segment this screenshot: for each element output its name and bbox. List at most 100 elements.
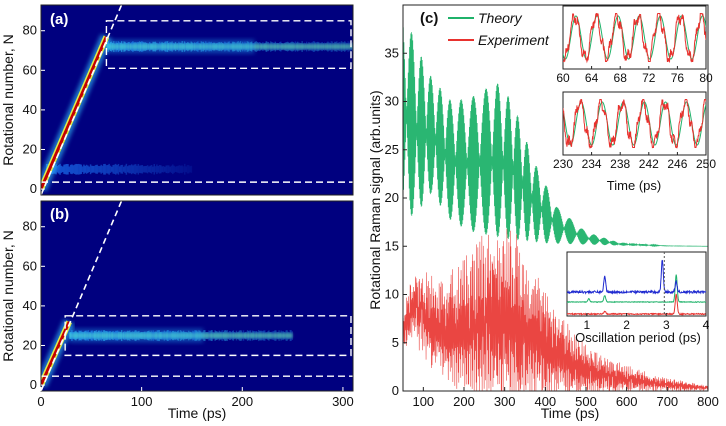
heatmap-a-data <box>41 5 353 195</box>
inset-x-tick-label: 230 <box>553 157 573 171</box>
heatmap-secondary-cell <box>149 165 152 173</box>
y-tick-label: 60 <box>23 62 37 77</box>
inset-x-tick-label: 1 <box>584 318 591 332</box>
inset-2-xlabel: Time (ps) <box>607 178 661 193</box>
spectrum-blue-line <box>567 259 706 295</box>
panel-a: (a) 0 20 40 60 80 Rotational number, N <box>0 4 354 196</box>
spectrum-red-line <box>567 293 706 316</box>
heatmap-secondary-cell <box>93 165 96 173</box>
inset-1-lines <box>563 12 706 64</box>
heatmap-secondary-cell <box>79 164 81 175</box>
inset-experiment-line <box>563 12 706 64</box>
heatmap-secondary-cell <box>85 164 88 174</box>
heatmap-secondary-cell <box>60 165 63 173</box>
heatmap-diagonal-core <box>41 321 71 386</box>
x-tick-label: 800 <box>697 394 719 409</box>
inset-x-tick-label: 64 <box>585 71 599 85</box>
heatmap-secondary-cell <box>115 163 117 175</box>
heatmap-secondary-cell <box>108 163 110 175</box>
x-tick-label: 500 <box>575 394 597 409</box>
heatmap-secondary-cell <box>76 164 79 175</box>
heatmap-secondary-cell <box>61 166 64 173</box>
y-tick-label: 20 <box>23 337 37 352</box>
heatmap-secondary-cell <box>107 164 109 174</box>
x-tick-label: 200 <box>453 394 475 409</box>
heatmap-secondary-cell <box>150 165 153 174</box>
heatmap-secondary-cell <box>136 165 138 173</box>
x-tick-label: 200 <box>231 394 253 409</box>
heatmap-secondary-cell <box>184 163 186 175</box>
x-tick-label: 100 <box>131 394 153 409</box>
inset-2: 230 234 238 242 246 250 Time (ps) <box>553 91 716 193</box>
inset-3-lines <box>567 252 706 316</box>
heatmap-secondary-cell <box>104 163 106 175</box>
heatmap-secondary-cell <box>71 164 73 175</box>
inset-x-tick-label: 246 <box>667 157 687 171</box>
heatmap-secondary-cell <box>100 164 102 174</box>
heatmap-secondary-cell <box>152 166 154 172</box>
heatmap-secondary-cell <box>140 165 142 174</box>
inset-x-tick-label: 250 <box>696 157 716 171</box>
y-tick-label: 20 <box>385 190 399 205</box>
heatmap-secondary-cell <box>141 165 144 174</box>
heatmap-secondary-cell <box>68 166 71 173</box>
heatmap-secondary-cell <box>162 166 165 173</box>
heatmap-secondary-cell <box>119 166 121 173</box>
inset-x-tick-label: 60 <box>556 71 570 85</box>
heatmap-secondary-cell <box>133 164 136 175</box>
heatmap-secondary-cell <box>169 166 171 172</box>
inset-x-tick-label: 234 <box>582 157 602 171</box>
heatmap-secondary-cell <box>176 166 178 173</box>
heatmap-secondary-cell <box>153 164 155 175</box>
y-tick-label: 20 <box>23 141 37 156</box>
heatmap-secondary-cell <box>181 165 183 174</box>
heatmap-secondary-cell <box>121 164 124 174</box>
heatmap-secondary-cell <box>144 166 146 173</box>
heatmap-secondary-cell <box>174 166 177 172</box>
legend-theory-label: Theory <box>478 10 523 26</box>
heatmap-secondary-cell <box>158 165 161 174</box>
heatmap-secondary-cell <box>160 165 162 174</box>
heatmap-guide-line <box>41 201 123 391</box>
inset-1-ticks: 60 64 68 72 76 80 <box>556 66 713 85</box>
heatmap-secondary-cell <box>145 165 148 173</box>
inset-x-tick-label: 72 <box>642 71 656 85</box>
heatmap-secondary-cell <box>83 164 85 174</box>
heatmap-secondary-cell <box>117 163 120 175</box>
heatmap-secondary-cell <box>95 164 97 174</box>
heatmap-secondary-cell <box>81 166 84 173</box>
inset-1-background <box>562 5 707 70</box>
heatmap-secondary-cell <box>64 164 67 175</box>
heatmap-secondary-cell <box>182 166 185 173</box>
x-tick-label: 300 <box>494 394 516 409</box>
heatmap-secondary-cell <box>89 164 92 175</box>
heatmap-secondary-cell <box>128 165 130 174</box>
y-tick-label: 80 <box>23 23 37 38</box>
heatmap-secondary-cell <box>92 165 94 173</box>
panel-label-a: (a) <box>50 11 68 28</box>
heatmap-secondary-cell <box>97 165 100 173</box>
inset-3-background <box>566 251 707 317</box>
heatmap-secondary-cell <box>185 166 187 173</box>
spectrum-green-line <box>567 274 706 304</box>
heatmap-secondary-cell <box>111 166 113 172</box>
heatmap-secondary-cell <box>77 163 80 175</box>
heatmap-secondary-cell <box>177 165 179 173</box>
heatmap-secondary-cell <box>59 163 61 175</box>
legend-c: Theory Experiment <box>448 10 550 48</box>
heatmap-secondary-cell <box>80 164 83 174</box>
heatmap-diagonal-core <box>41 36 108 190</box>
ylabel-a: Rotational number, N <box>0 34 16 166</box>
inset-3: 1 2 3 4 Oscillation period (ps) <box>566 251 710 345</box>
heatmap-secondary-cell <box>186 165 189 174</box>
heatmap-secondary-cell <box>55 164 57 175</box>
inset-x-tick-label: 4 <box>703 318 710 332</box>
panel-c: 100 200 300 400 500 600 700 800 0 5 10 15 20 25 30 35 (… <box>367 4 719 421</box>
y-ticks-a: 0 20 40 60 80 <box>23 23 45 196</box>
heatmap-secondary-cell <box>105 165 108 174</box>
series-experiment-line <box>403 229 708 391</box>
heatmap-secondary-cell <box>170 165 173 173</box>
heatmap-secondary-cell <box>172 164 174 175</box>
heatmap-secondary-cell <box>132 165 134 174</box>
heatmap-secondary-cell <box>63 164 65 174</box>
